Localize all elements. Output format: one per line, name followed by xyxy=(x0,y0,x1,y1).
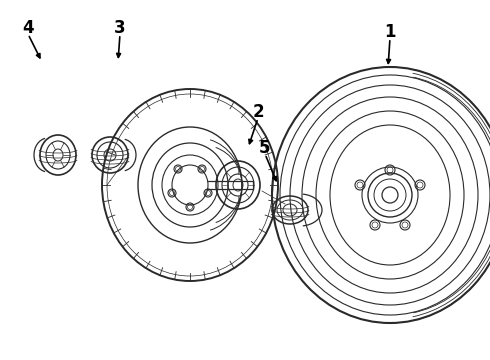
Text: 5: 5 xyxy=(259,139,271,157)
Text: 1: 1 xyxy=(384,23,396,41)
Text: 3: 3 xyxy=(114,19,126,37)
Text: 4: 4 xyxy=(22,19,34,37)
Text: 2: 2 xyxy=(252,103,264,121)
